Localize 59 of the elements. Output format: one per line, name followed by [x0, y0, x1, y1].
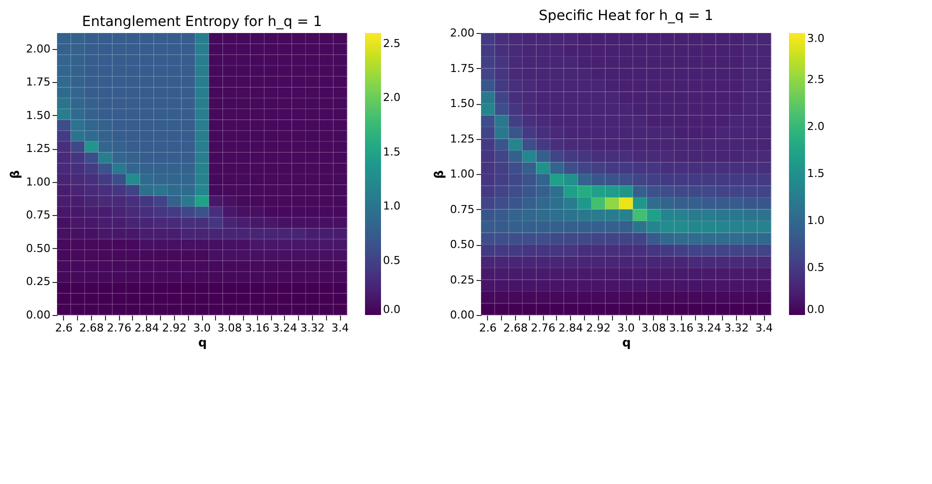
color-bar-label: 2.0	[807, 120, 824, 133]
x-tick-label: 2.84	[134, 322, 160, 334]
x-tick-label: 3.08	[641, 322, 666, 334]
color-bar-label: 0.5	[807, 261, 824, 274]
color-bar-label: 1.0	[383, 200, 400, 213]
color-bar-label: 1.0	[807, 214, 824, 227]
x-tick-label: 3.24	[696, 322, 722, 334]
y-tick-label: 0.25	[450, 273, 474, 286]
color-bar-label: 0.0	[383, 303, 400, 316]
x-tick-label: 3.32	[300, 322, 325, 334]
y-tick-label: 1.25	[450, 132, 474, 146]
y-tick-label: 1.50	[26, 108, 50, 122]
y-axis-title: β	[432, 170, 446, 179]
y-tick-label: 1.75	[450, 62, 474, 75]
y-tick-label: 0.75	[450, 202, 474, 216]
y-tick-label: 0.50	[26, 242, 50, 255]
x-tick-label: 3.4	[331, 322, 349, 334]
color-bar-label: 0.5	[383, 254, 400, 267]
color-bar-label: 2.5	[383, 36, 400, 50]
x-tick-label: 2.6	[55, 322, 73, 334]
color-bar-label: 1.5	[383, 145, 400, 158]
color-bar-label: 2.0	[383, 91, 400, 104]
x-axis-title: q	[198, 336, 207, 350]
x-tick-label: 3.0	[617, 322, 635, 334]
y-tick-label: 0.00	[450, 308, 474, 322]
x-tick-label: 3.4	[755, 322, 773, 334]
y-tick-label: 0.00	[26, 308, 50, 322]
y-tick-label: 0.50	[450, 238, 474, 251]
x-tick-label: 2.92	[162, 322, 187, 334]
x-tick-label: 2.92	[586, 322, 611, 334]
x-tick-label: 3.16	[244, 322, 270, 334]
y-tick-label: 1.50	[450, 97, 474, 110]
x-tick-label: 3.16	[668, 322, 694, 334]
x-tick-label: 3.24	[272, 322, 298, 334]
x-tick-label: 2.76	[530, 322, 556, 334]
y-tick-label: 1.25	[26, 142, 50, 156]
x-tick-label: 2.68	[503, 322, 528, 334]
x-tick-label: 3.08	[217, 322, 242, 334]
y-tick-label: 2.00	[450, 26, 474, 40]
y-tick-label: 1.00	[450, 168, 474, 180]
color-bar-label: 3.0	[807, 32, 824, 45]
y-tick-label: 2.00	[26, 42, 50, 56]
x-tick-label: 2.68	[79, 322, 104, 334]
chart-title: Entanglement Entropy for h_q = 1	[82, 14, 322, 30]
x-tick-label: 2.76	[106, 322, 132, 334]
x-tick-label: 2.84	[558, 322, 584, 334]
x-tick-label: 3.32	[724, 322, 749, 334]
color-bar-label: 2.5	[807, 73, 824, 86]
y-axis-title: β	[8, 170, 22, 179]
color-bar-label: 1.5	[807, 167, 824, 180]
y-tick-label: 1.75	[26, 76, 50, 89]
color-bar-label: 0.0	[807, 303, 824, 316]
y-tick-label: 0.75	[26, 208, 50, 222]
y-tick-label: 1.00	[26, 175, 50, 188]
chart-title: Specific Heat for h_q = 1	[538, 8, 714, 24]
x-axis-title: q	[622, 336, 631, 350]
x-tick-label: 3.0	[193, 322, 211, 334]
y-tick-label: 0.25	[26, 275, 50, 288]
x-tick-label: 2.6	[479, 322, 497, 334]
